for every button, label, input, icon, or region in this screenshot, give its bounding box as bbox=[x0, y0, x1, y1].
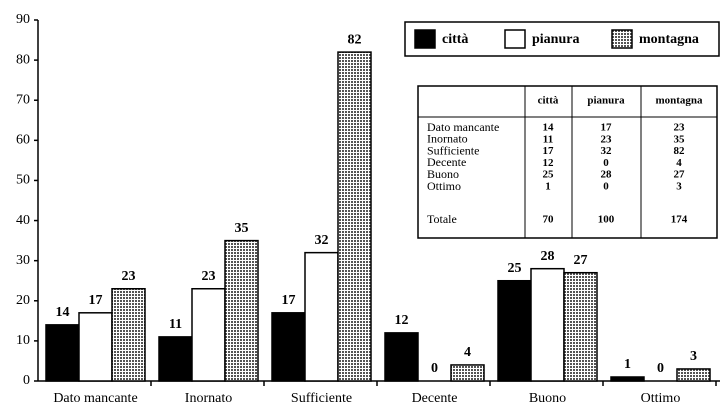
legend-swatch bbox=[611, 29, 633, 49]
table-cell: 3 bbox=[676, 181, 682, 193]
bar bbox=[78, 312, 113, 382]
table-row-label: Ottimo bbox=[427, 179, 461, 193]
table-cell: 27 bbox=[674, 169, 686, 181]
table-header: pianura bbox=[587, 95, 625, 107]
value-label: 32 bbox=[315, 233, 329, 248]
bar bbox=[271, 312, 306, 382]
x-tick-label: Dato mancante bbox=[53, 391, 137, 406]
table-cell: 17 bbox=[543, 145, 555, 157]
value-label: 14 bbox=[56, 305, 70, 320]
table-cell: 23 bbox=[601, 133, 613, 145]
table-row-label: Sufficiente bbox=[427, 143, 479, 157]
table-row-label: Inornato bbox=[427, 132, 468, 146]
bar bbox=[337, 51, 372, 382]
value-label: 17 bbox=[89, 293, 103, 308]
bar bbox=[111, 287, 146, 382]
y-tick-label: 10 bbox=[16, 333, 30, 348]
bar bbox=[384, 332, 419, 382]
table-row-label: Decente bbox=[427, 155, 466, 169]
legend-box bbox=[404, 21, 720, 57]
bar bbox=[45, 324, 80, 382]
legend-swatch bbox=[504, 29, 526, 49]
value-label: 0 bbox=[657, 361, 664, 376]
legend-swatch bbox=[414, 29, 436, 49]
value-label: 25 bbox=[508, 261, 522, 276]
table-cell: 12 bbox=[543, 157, 555, 169]
x-tick-label: Inornato bbox=[185, 391, 232, 406]
value-label: 12 bbox=[395, 313, 409, 328]
y-tick-label: 80 bbox=[16, 52, 30, 67]
x-tick-label: Buono bbox=[529, 391, 566, 406]
table-total: 70 bbox=[543, 214, 555, 226]
y-tick-label: 40 bbox=[16, 213, 30, 228]
table-cell: 25 bbox=[543, 169, 555, 181]
table-cell: 32 bbox=[601, 145, 613, 157]
value-label: 11 bbox=[169, 317, 182, 332]
table-cell: 28 bbox=[601, 169, 613, 181]
bar bbox=[158, 336, 193, 382]
bar bbox=[497, 279, 532, 382]
legend-label: pianura bbox=[532, 32, 579, 47]
table-cell: 1 bbox=[545, 181, 551, 193]
table-cell: 0 bbox=[603, 181, 609, 193]
y-tick-label: 20 bbox=[16, 293, 30, 308]
value-label: 4 bbox=[464, 345, 471, 360]
value-label: 1 bbox=[624, 357, 631, 372]
value-label: 28 bbox=[541, 249, 555, 264]
table-row-label: Buono bbox=[427, 167, 459, 181]
table-cell: 0 bbox=[603, 157, 609, 169]
x-tick-label: Decente bbox=[412, 391, 458, 406]
value-label: 82 bbox=[348, 32, 362, 47]
value-label: 23 bbox=[122, 269, 136, 284]
y-tick-label: 70 bbox=[16, 92, 30, 107]
legend-label: città bbox=[442, 32, 468, 47]
table-header: città bbox=[538, 95, 559, 107]
bar bbox=[563, 271, 598, 382]
value-label: 27 bbox=[574, 253, 588, 268]
bar bbox=[304, 251, 339, 382]
y-tick-label: 90 bbox=[16, 12, 30, 27]
value-label: 3 bbox=[690, 349, 697, 364]
bar bbox=[450, 364, 485, 382]
table-cell: 35 bbox=[674, 133, 686, 145]
y-tick-label: 0 bbox=[23, 373, 30, 388]
table-cell: 82 bbox=[674, 145, 686, 157]
table-header: montagna bbox=[655, 95, 703, 107]
table-total: 174 bbox=[671, 214, 688, 226]
table-cell: 14 bbox=[543, 122, 555, 134]
value-label: 17 bbox=[282, 293, 296, 308]
table-total-label: Totale bbox=[427, 212, 457, 226]
bar bbox=[224, 239, 259, 382]
bar bbox=[610, 376, 645, 382]
table-row-label: Dato mancante bbox=[427, 120, 499, 134]
table-total: 100 bbox=[598, 214, 615, 226]
value-label: 0 bbox=[431, 361, 438, 376]
x-tick-label: Sufficiente bbox=[291, 391, 352, 406]
x-tick-label: Ottimo bbox=[641, 391, 681, 406]
y-tick-label: 50 bbox=[16, 173, 30, 188]
y-tick-label: 60 bbox=[16, 133, 30, 148]
bar bbox=[530, 267, 565, 382]
table-cell: 23 bbox=[674, 122, 686, 134]
table-box bbox=[417, 85, 718, 239]
bar bbox=[676, 368, 711, 382]
value-label: 23 bbox=[202, 269, 216, 284]
bar bbox=[191, 287, 226, 382]
table-cell: 17 bbox=[601, 122, 613, 134]
value-label: 35 bbox=[235, 221, 249, 236]
table-cell: 4 bbox=[676, 157, 682, 169]
legend-label: montagna bbox=[639, 32, 699, 47]
y-tick-label: 30 bbox=[16, 253, 30, 268]
table-cell: 11 bbox=[543, 133, 553, 145]
